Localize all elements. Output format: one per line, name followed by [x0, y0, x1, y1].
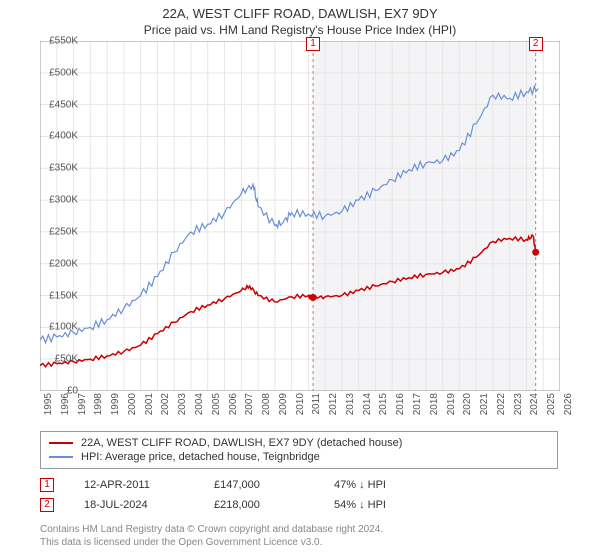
x-tick-label: 2025 [546, 393, 557, 415]
transaction-badge: 1 [40, 478, 54, 492]
transaction-row: 2 18-JUL-2024 £218,000 54% ↓ HPI [40, 495, 590, 515]
x-tick-label: 2018 [429, 393, 440, 415]
chart-marker-badge: 1 [306, 37, 320, 51]
x-tick-label: 2002 [160, 393, 171, 415]
x-tick-label: 2026 [563, 393, 574, 415]
x-tick-label: 1999 [110, 393, 121, 415]
chart-container: 22A, WEST CLIFF ROAD, DAWLISH, EX7 9DY P… [0, 0, 600, 560]
x-tick-label: 2000 [127, 393, 138, 415]
x-tick-label: 2010 [295, 393, 306, 415]
x-tick-label: 2019 [446, 393, 457, 415]
y-tick-label: £150K [49, 290, 78, 301]
transaction-price: £218,000 [214, 499, 304, 511]
y-tick-label: £500K [49, 67, 78, 78]
y-tick-label: £550K [49, 36, 78, 47]
legend-item: HPI: Average price, detached house, Teig… [49, 450, 549, 464]
x-tick-label: 2015 [378, 393, 389, 415]
x-tick-label: 2017 [412, 393, 423, 415]
legend-swatch [49, 456, 73, 458]
legend-swatch [49, 442, 73, 444]
transaction-pct: 54% ↓ HPI [334, 499, 424, 511]
x-tick-label: 2012 [328, 393, 339, 415]
x-tick-label: 2006 [228, 393, 239, 415]
page-title: 22A, WEST CLIFF ROAD, DAWLISH, EX7 9DY [0, 0, 600, 21]
legend-box: 22A, WEST CLIFF ROAD, DAWLISH, EX7 9DY (… [40, 431, 558, 469]
x-tick-label: 2008 [261, 393, 272, 415]
x-tick-label: 2020 [462, 393, 473, 415]
x-tick-label: 1998 [93, 393, 104, 415]
y-tick-label: £300K [49, 195, 78, 206]
x-tick-label: 2022 [496, 393, 507, 415]
footer-line-1: Contains HM Land Registry data © Crown c… [40, 523, 590, 536]
x-tick-label: 2007 [244, 393, 255, 415]
x-tick-label: 2021 [479, 393, 490, 415]
legend-item: 22A, WEST CLIFF ROAD, DAWLISH, EX7 9DY (… [49, 436, 549, 450]
x-tick-label: 2013 [345, 393, 356, 415]
y-tick-label: £200K [49, 258, 78, 269]
x-tick-label: 2011 [311, 393, 322, 415]
y-tick-label: £400K [49, 131, 78, 142]
x-tick-label: 1997 [77, 393, 88, 415]
y-tick-label: £100K [49, 322, 78, 333]
y-tick-label: £50K [55, 354, 78, 365]
x-tick-label: 2014 [362, 393, 373, 415]
transactions-table: 1 12-APR-2011 £147,000 47% ↓ HPI 2 18-JUL-202… [40, 475, 590, 515]
x-tick-label: 2016 [395, 393, 406, 415]
footer-attribution: Contains HM Land Registry data © Crown c… [40, 523, 590, 549]
y-tick-label: £250K [49, 226, 78, 237]
x-tick-label: 2001 [144, 393, 155, 415]
x-tick-label: 2009 [278, 393, 289, 415]
x-tick-label: 1995 [43, 393, 54, 415]
legend-label: HPI: Average price, detached house, Teig… [81, 451, 320, 463]
transaction-date: 12-APR-2011 [84, 479, 184, 491]
footer-line-2: This data is licensed under the Open Gov… [40, 536, 590, 549]
x-tick-label: 2005 [211, 393, 222, 415]
legend-label: 22A, WEST CLIFF ROAD, DAWLISH, EX7 9DY (… [81, 437, 402, 449]
x-tick-label: 1996 [60, 393, 71, 415]
chart-marker-badge: 2 [529, 37, 543, 51]
line-chart-svg [40, 41, 560, 391]
page-subtitle: Price paid vs. HM Land Registry's House … [0, 21, 600, 41]
x-tick-label: 2004 [194, 393, 205, 415]
transaction-badge: 2 [40, 498, 54, 512]
transaction-row: 1 12-APR-2011 £147,000 47% ↓ HPI [40, 475, 590, 495]
transaction-pct: 47% ↓ HPI [334, 479, 424, 491]
x-tick-label: 2003 [177, 393, 188, 415]
x-tick-label: 2024 [529, 393, 540, 415]
transaction-date: 18-JUL-2024 [84, 499, 184, 511]
transaction-price: £147,000 [214, 479, 304, 491]
chart-area: £0£50K£100K£150K£200K£250K£300K£350K£400… [40, 41, 600, 391]
y-tick-label: £450K [49, 99, 78, 110]
y-tick-label: £350K [49, 163, 78, 174]
x-tick-label: 2023 [513, 393, 524, 415]
